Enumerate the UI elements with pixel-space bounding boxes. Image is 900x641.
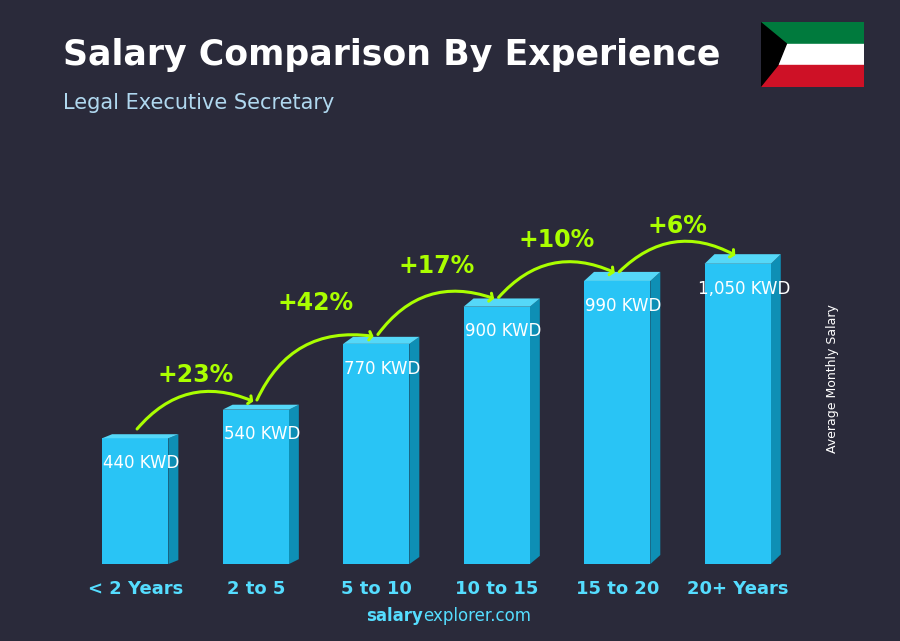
Text: 900 KWD: 900 KWD — [464, 322, 541, 340]
Polygon shape — [770, 254, 781, 564]
Text: +23%: +23% — [158, 363, 234, 387]
Bar — [760, 65, 864, 87]
Text: salary: salary — [366, 607, 423, 625]
Polygon shape — [705, 254, 781, 264]
Text: +17%: +17% — [399, 254, 474, 278]
Text: +10%: +10% — [519, 228, 595, 253]
Text: 770 KWD: 770 KWD — [344, 360, 420, 378]
Polygon shape — [289, 404, 299, 564]
Polygon shape — [222, 404, 299, 410]
Text: explorer.com: explorer.com — [423, 607, 531, 625]
Polygon shape — [760, 22, 787, 87]
Polygon shape — [651, 272, 661, 564]
Bar — [760, 22, 864, 44]
Bar — [343, 344, 410, 564]
Text: +42%: +42% — [278, 291, 354, 315]
Text: 1,050 KWD: 1,050 KWD — [698, 279, 790, 297]
Text: +6%: +6% — [647, 214, 707, 238]
Polygon shape — [584, 272, 661, 281]
Text: 540 KWD: 540 KWD — [223, 426, 300, 444]
Text: Salary Comparison By Experience: Salary Comparison By Experience — [63, 38, 720, 72]
Text: Average Monthly Salary: Average Monthly Salary — [826, 304, 839, 453]
Text: 990 KWD: 990 KWD — [585, 297, 662, 315]
Bar — [464, 306, 530, 564]
Polygon shape — [464, 299, 540, 306]
Bar — [760, 44, 864, 65]
Bar — [705, 264, 770, 564]
Polygon shape — [410, 337, 419, 564]
Bar — [222, 410, 289, 564]
Text: 440 KWD: 440 KWD — [104, 454, 179, 472]
Polygon shape — [168, 434, 178, 564]
Bar — [584, 281, 651, 564]
Polygon shape — [103, 434, 178, 438]
Bar — [103, 438, 168, 564]
Polygon shape — [530, 299, 540, 564]
Text: Legal Executive Secretary: Legal Executive Secretary — [63, 93, 335, 113]
Polygon shape — [343, 337, 419, 344]
